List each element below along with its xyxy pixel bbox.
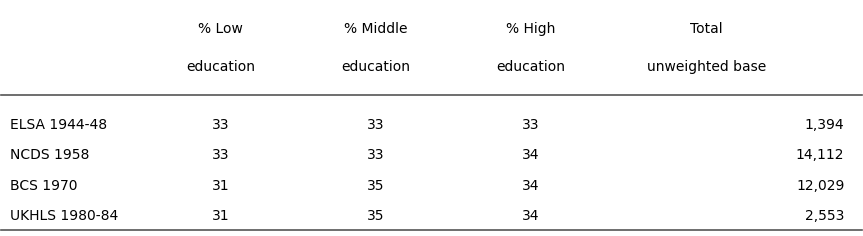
Text: 35: 35 — [367, 209, 384, 223]
Text: 33: 33 — [367, 148, 384, 162]
Text: 34: 34 — [521, 209, 539, 223]
Text: 33: 33 — [212, 148, 230, 162]
Text: 34: 34 — [521, 179, 539, 193]
Text: education: education — [496, 60, 565, 74]
Text: 33: 33 — [367, 118, 384, 132]
Text: unweighted base: unweighted base — [647, 60, 766, 74]
Text: NCDS 1958: NCDS 1958 — [10, 148, 90, 162]
Text: 14,112: 14,112 — [796, 148, 844, 162]
Text: 33: 33 — [212, 118, 230, 132]
Text: Total: Total — [690, 22, 723, 36]
Text: 33: 33 — [521, 118, 539, 132]
Text: 12,029: 12,029 — [796, 179, 844, 193]
Text: 1,394: 1,394 — [805, 118, 844, 132]
Text: BCS 1970: BCS 1970 — [10, 179, 78, 193]
Text: % Middle: % Middle — [343, 22, 407, 36]
Text: 31: 31 — [212, 179, 230, 193]
Text: 2,553: 2,553 — [805, 209, 844, 223]
Text: 31: 31 — [212, 209, 230, 223]
Text: UKHLS 1980-84: UKHLS 1980-84 — [10, 209, 118, 223]
Text: education: education — [341, 60, 410, 74]
Text: 35: 35 — [367, 179, 384, 193]
Text: % Low: % Low — [198, 22, 243, 36]
Text: education: education — [186, 60, 255, 74]
Text: ELSA 1944-48: ELSA 1944-48 — [10, 118, 107, 132]
Text: % High: % High — [506, 22, 555, 36]
Text: 34: 34 — [521, 148, 539, 162]
